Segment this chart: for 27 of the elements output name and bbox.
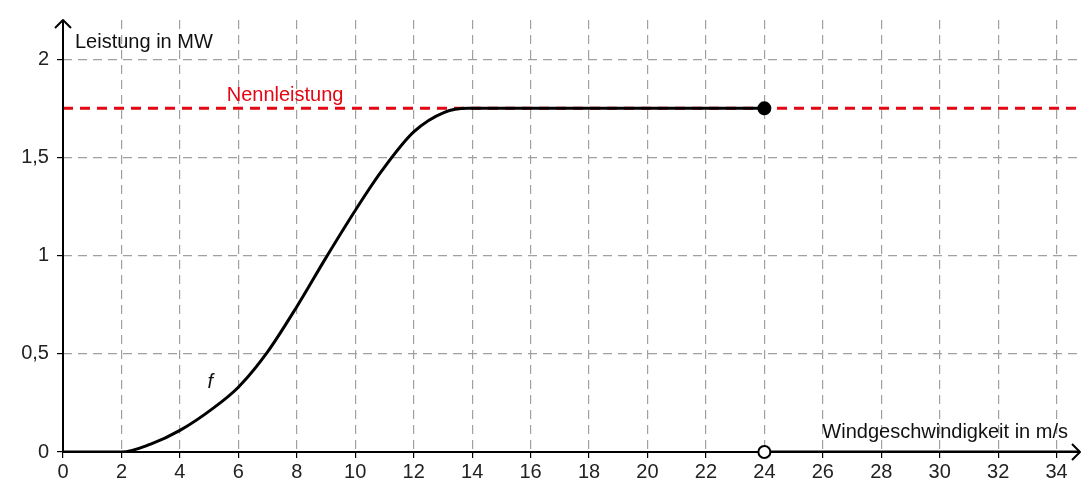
x-tick-label: 0 (57, 459, 69, 482)
x-tick-label: 22 (694, 459, 718, 482)
x-tick-label: 4 (174, 459, 186, 482)
x-tick-label: 10 (344, 459, 367, 482)
x-axis-title: Windgeschwindigkeit in m/s (822, 419, 1068, 442)
annotation: f (207, 370, 216, 393)
x-tick-label: 34 (1045, 459, 1068, 482)
x-tick-label: 32 (987, 459, 1010, 482)
x-tick-label: 20 (636, 459, 659, 482)
x-tick-label: 6 (232, 459, 244, 482)
x-tick-label: 8 (291, 459, 303, 482)
x-tick-label: 30 (928, 459, 951, 482)
x-tick-label: 24 (753, 459, 776, 482)
y-axis-title: Leistung in MW (75, 29, 213, 52)
x-tick-label: 18 (577, 459, 601, 482)
y-tick-label: 0,5 (21, 341, 49, 364)
y-tick-label: 2 (37, 46, 49, 69)
x-tick-label: 14 (461, 459, 484, 482)
x-tick-label: 16 (519, 459, 542, 482)
y-tick-label: 1 (37, 243, 49, 266)
x-tick-label: 28 (870, 459, 893, 482)
y-tick-label: 0 (37, 439, 49, 462)
y-tick-label: 1,5 (21, 144, 49, 167)
x-tick-label: 2 (115, 459, 128, 482)
x-tick-label: 12 (402, 459, 425, 482)
x-tick-label: 26 (811, 459, 834, 482)
ref-line-label: Nennleistung (226, 82, 344, 105)
